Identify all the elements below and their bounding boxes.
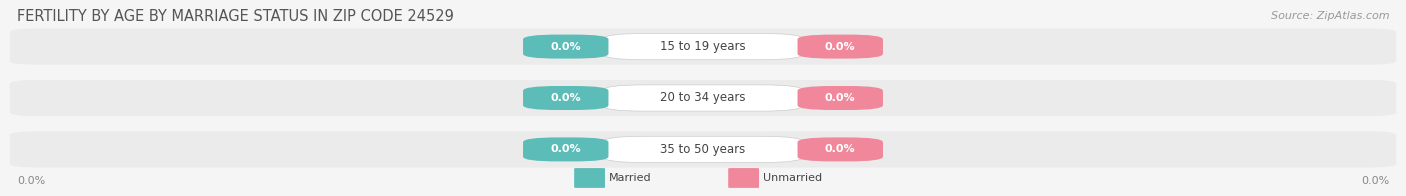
Text: 15 to 19 years: 15 to 19 years (661, 40, 745, 53)
FancyBboxPatch shape (523, 86, 609, 110)
FancyBboxPatch shape (797, 86, 883, 110)
FancyBboxPatch shape (523, 137, 609, 162)
FancyBboxPatch shape (728, 168, 759, 188)
FancyBboxPatch shape (797, 137, 883, 162)
FancyBboxPatch shape (574, 168, 605, 188)
Text: 0.0%: 0.0% (550, 42, 581, 52)
Text: 20 to 34 years: 20 to 34 years (661, 92, 745, 104)
Text: 0.0%: 0.0% (825, 42, 856, 52)
Text: FERTILITY BY AGE BY MARRIAGE STATUS IN ZIP CODE 24529: FERTILITY BY AGE BY MARRIAGE STATUS IN Z… (17, 9, 454, 24)
Text: 0.0%: 0.0% (825, 144, 856, 154)
FancyBboxPatch shape (10, 28, 1396, 65)
Text: Married: Married (609, 173, 652, 183)
FancyBboxPatch shape (10, 131, 1396, 168)
Text: Source: ZipAtlas.com: Source: ZipAtlas.com (1271, 11, 1389, 21)
FancyBboxPatch shape (603, 85, 803, 111)
Text: Unmarried: Unmarried (763, 173, 823, 183)
Text: 35 to 50 years: 35 to 50 years (661, 143, 745, 156)
FancyBboxPatch shape (797, 34, 883, 59)
Text: 0.0%: 0.0% (1361, 176, 1389, 186)
FancyBboxPatch shape (10, 80, 1396, 116)
Text: 0.0%: 0.0% (825, 93, 856, 103)
Text: 0.0%: 0.0% (550, 93, 581, 103)
Text: 0.0%: 0.0% (17, 176, 45, 186)
FancyBboxPatch shape (603, 136, 803, 162)
FancyBboxPatch shape (603, 34, 803, 60)
FancyBboxPatch shape (523, 34, 609, 59)
Text: 0.0%: 0.0% (550, 144, 581, 154)
